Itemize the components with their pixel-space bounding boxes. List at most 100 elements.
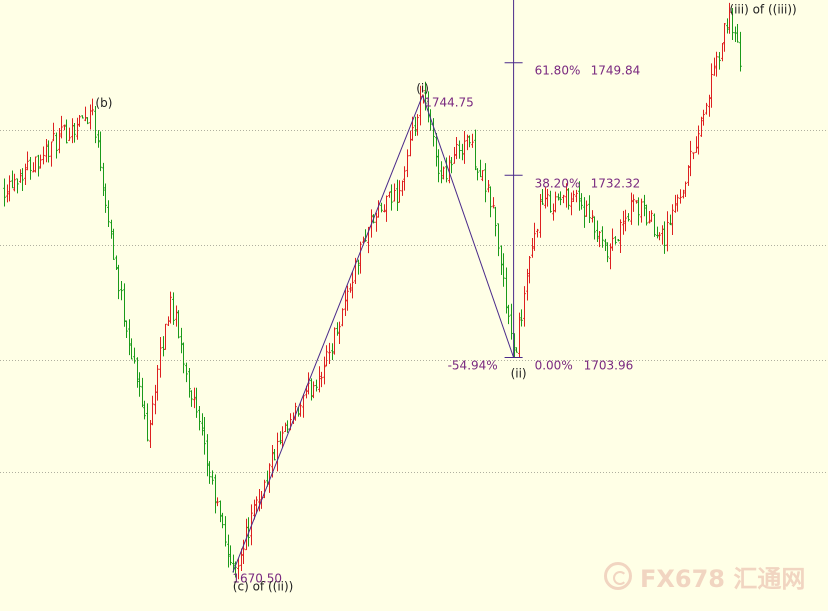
wave-label: (iii) of ((iii))	[729, 2, 796, 16]
ohlc-bar	[375, 212, 378, 232]
ohlc-bar	[549, 190, 552, 213]
ohlc-bar	[16, 178, 19, 194]
ohlc-bar	[461, 143, 464, 161]
ohlc-bar	[84, 106, 87, 122]
ohlc-bar	[466, 134, 469, 151]
ohlc-bar	[528, 256, 531, 284]
watermark-text: FX678 汇通网	[640, 564, 806, 593]
wave-segment	[232, 95, 424, 573]
ohlc-bar	[583, 197, 586, 228]
ohlc-bar	[245, 518, 248, 551]
ohlc-bar	[541, 188, 544, 205]
retracement-ratio-label: -54.94%	[448, 358, 498, 372]
ohlc-bar	[385, 195, 388, 222]
ohlc-bar	[669, 214, 672, 226]
ohlc-bar	[169, 291, 172, 324]
ohlc-bar	[164, 323, 167, 350]
ohlc-bar	[606, 242, 609, 263]
ohlc-bar	[130, 338, 133, 360]
ohlc-bar	[679, 189, 682, 204]
ohlc-bar	[104, 183, 107, 213]
ohlc-bar	[658, 232, 661, 241]
ohlc-bar	[409, 130, 412, 157]
ohlc-bar	[536, 228, 539, 238]
ohlc-bar	[159, 336, 162, 378]
ohlc-bar	[242, 539, 245, 565]
ohlc-bar	[234, 561, 237, 578]
fx678-logo-icon	[604, 562, 632, 590]
ohlc-bar	[37, 154, 40, 177]
ohlc-bar	[684, 181, 687, 197]
wave-lines	[232, 95, 515, 573]
ohlc-bar	[591, 210, 594, 223]
ohlc-bar	[19, 169, 22, 183]
ohlc-bar	[237, 558, 240, 580]
ohlc-bar	[572, 190, 575, 203]
fib-level-value: 1749.84	[591, 64, 641, 78]
ohlc-bar	[505, 267, 508, 314]
ohlc-bar	[580, 193, 583, 210]
ohlc-bar	[643, 194, 646, 217]
ohlc-bar	[294, 402, 297, 421]
ohlc-bar	[315, 379, 318, 392]
ohlc-bar	[117, 264, 120, 300]
ohlc-bar	[102, 162, 105, 196]
ohlc-bar	[136, 357, 139, 388]
ohlc-bar	[60, 115, 63, 139]
ohlc-bar	[406, 149, 409, 178]
ohlc-bar	[216, 497, 219, 507]
ohlc-bar	[622, 210, 625, 235]
ohlc-bar	[359, 241, 362, 274]
ohlc-bar	[357, 259, 360, 275]
ohlc-bar	[450, 157, 453, 174]
ohlc-bar	[312, 381, 315, 399]
ohlc-bar	[700, 116, 703, 137]
ohlc-bar	[726, 18, 729, 34]
ohlc-bar	[476, 168, 479, 181]
ohlc-bar	[393, 183, 396, 202]
fib-level-pct: 38.20%	[535, 176, 581, 190]
ohlc-bar	[8, 175, 11, 202]
ohlc-bar	[318, 366, 321, 393]
ohlc-bar	[687, 165, 690, 186]
ohlc-bar	[162, 336, 165, 357]
ohlc-bar	[120, 280, 123, 301]
ohlc-bar	[175, 305, 178, 327]
ohlc-bar	[328, 342, 331, 365]
ohlc-bar	[45, 139, 48, 163]
ohlc-bar	[689, 140, 692, 177]
ohlc-bar	[310, 378, 313, 401]
ohlc-bar	[3, 178, 6, 207]
ohlc-bar	[533, 222, 536, 251]
ohlc-bar	[349, 283, 352, 293]
ohlc-bar	[437, 149, 440, 183]
ohlc-bar	[227, 534, 230, 568]
ohlc-bar	[52, 122, 55, 142]
ohlc-bar	[29, 156, 32, 180]
ohlc-bar	[86, 117, 89, 125]
ohlc-bar	[13, 173, 16, 192]
ohlc-bar	[255, 496, 258, 514]
ohlc-bar	[492, 197, 495, 209]
ohlc-bar	[154, 384, 157, 415]
ohlc-bar	[598, 231, 601, 248]
ohlc-bar	[97, 130, 100, 148]
ohlc-bar	[692, 152, 695, 160]
ohlc-bar	[523, 286, 526, 327]
ohlc-bar	[627, 213, 630, 222]
ohlc-bar	[630, 192, 633, 225]
ohlc-bar	[635, 200, 638, 204]
ohlc-bar	[713, 57, 716, 76]
ohlc-bar	[479, 159, 482, 178]
fib-level-pct: 0.00%	[535, 358, 573, 372]
ohlc-bar	[156, 364, 159, 401]
ohlc-bar	[588, 195, 591, 224]
ohlc-bar	[435, 132, 438, 167]
ohlc-bar	[502, 253, 505, 287]
ohlc-bar	[78, 115, 81, 127]
ohlc-bar	[146, 403, 149, 442]
ohlc-bar	[177, 310, 180, 339]
ohlc-bar	[559, 191, 562, 206]
